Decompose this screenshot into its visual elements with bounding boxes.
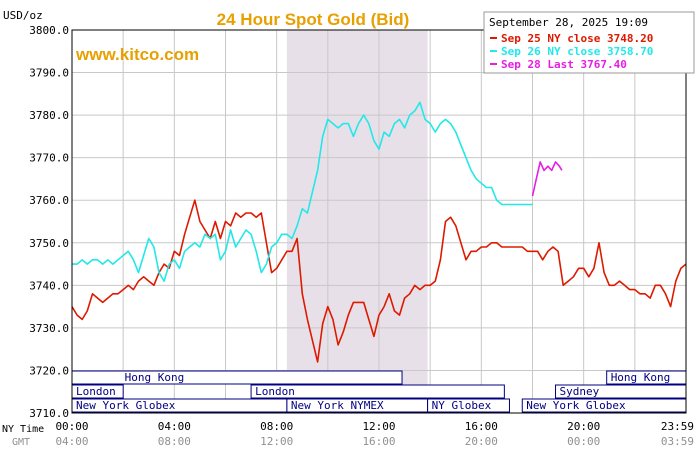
x-tick-label-ny: 00:00 [55, 420, 88, 433]
market-session-label: NY Globex [432, 399, 492, 412]
x-tick-label-gmt: 03:59 [661, 435, 694, 448]
legend-frame [483, 11, 695, 74]
market-session-label: Hong Kong [125, 371, 185, 384]
y-tick-label: 3730.0 [29, 322, 69, 335]
legend-label: Sep 26 NY close 3758.70 [501, 45, 653, 58]
market-session-band [427, 398, 510, 413]
y-tick-label: 3790.0 [29, 67, 69, 80]
series-lines [71, 101, 687, 363]
nymex-shaded-region [286, 30, 428, 413]
kitco-watermark: www.kitco.com [75, 45, 199, 64]
y-tick-label: 3760.0 [29, 194, 69, 207]
x-tick-label-ny: 16:00 [465, 420, 498, 433]
x-tick-label-ny: 23:59 [661, 420, 694, 433]
legend-label: Sep 25 NY close 3748.20 [501, 32, 653, 45]
plot-frame [71, 29, 687, 414]
x-tick-label-ny: 12:00 [362, 420, 395, 433]
market-session-label: London [76, 385, 116, 398]
x-tick-label-ny: 04:00 [158, 420, 191, 433]
market-session-band [250, 384, 505, 399]
market-session-label: Sydney [560, 385, 600, 398]
legend-label: Sep 28 Last 3767.40 [501, 58, 627, 71]
grid-lines [71, 29, 687, 414]
chart-title: 24 Hour Spot Gold (Bid) [217, 10, 410, 29]
x-tick-label-gmt: 00:00 [567, 435, 600, 448]
chart-date: September 28, 2025 19:09 [489, 16, 648, 29]
x-tick-label-ny: 08:00 [260, 420, 293, 433]
sep26-series-line [72, 101, 533, 282]
market-session-label: London [255, 385, 295, 398]
y-tick-label: 3710.0 [29, 407, 69, 420]
legend-box: September 28, 2025 19:09 Sep 25 NY close… [483, 11, 695, 74]
y-tick-label: 3780.0 [29, 109, 69, 122]
x-tick-label-gmt: 12:00 [260, 435, 293, 448]
y-tick-label: 3800.0 [29, 24, 69, 37]
gmt-label: GMT [12, 437, 30, 448]
x-tick-label-gmt: 16:00 [362, 435, 395, 448]
y-tick-label: 3740.0 [29, 279, 69, 292]
market-session-band [71, 370, 403, 385]
y-tick-label: 3750.0 [29, 237, 69, 250]
sep25-series-line [71, 199, 687, 363]
units-label: USD/oz [3, 9, 43, 22]
market-session-label: New York NYMEX [291, 399, 384, 412]
x-tick-label-gmt: 08:00 [158, 435, 191, 448]
market-session-label: New York Globex [526, 399, 626, 412]
y-tick-label: 3720.0 [29, 364, 69, 377]
shaded-region [286, 30, 428, 413]
sep28-series-line [531, 161, 563, 197]
x-tick-label-gmt: 20:00 [465, 435, 498, 448]
market-session-label: Hong Kong [611, 371, 671, 384]
x-tick-label-ny: 20:00 [567, 420, 600, 433]
axes: 3710.0 3720.0 3730.0 3740.0 3750.0 3760.0 3770… [29, 24, 694, 448]
market-session-label: New York Globex [76, 399, 176, 412]
ny-time-label: NY Time [2, 424, 44, 435]
y-tick-label: 3770.0 [29, 152, 69, 165]
x-tick-label-gmt: 04:00 [55, 435, 88, 448]
